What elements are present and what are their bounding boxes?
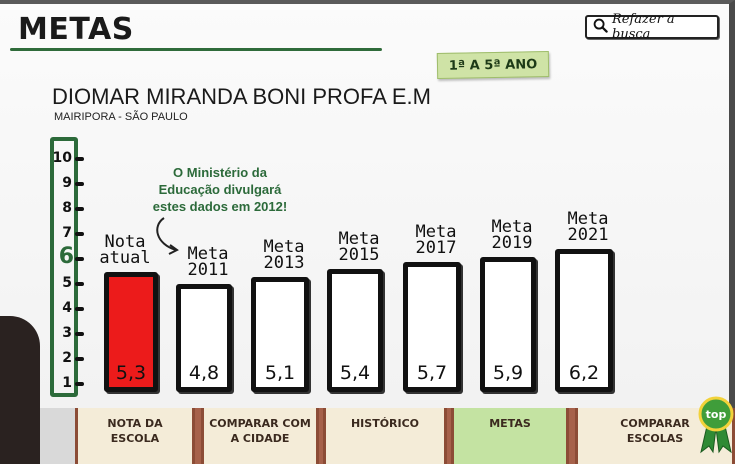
bar-category-label: Meta 2021 <box>567 209 609 245</box>
ruler-label-9: 9 <box>62 175 72 191</box>
ruler-tick <box>75 307 84 311</box>
bar-category-label: Nota atual <box>99 231 151 268</box>
bottom-nav: NOTA DA ESCOLA COMPARAR COM A CIDADE HISTÓ… <box>75 408 735 464</box>
bar-value-label: 5,9 <box>492 362 524 384</box>
nav-tab-metas[interactable]: METAS <box>451 408 569 464</box>
bar-meta-2021 <box>555 249 613 392</box>
ruler-tick <box>75 332 84 336</box>
bar-category-label: Meta 2011 <box>187 244 229 280</box>
ruler-label-2: 2 <box>62 350 72 366</box>
ruler-label-1: 1 <box>62 375 72 391</box>
nav-tab-histórico[interactable]: HISTÓRICO <box>323 408 447 464</box>
ruler-tick <box>75 232 84 236</box>
ruler-tick <box>75 257 84 261</box>
nav-tab-nota-da[interactable]: NOTA DA ESCOLA <box>75 408 195 464</box>
bar-value-label: 6,2 <box>568 362 600 384</box>
nav-tab-comparar[interactable]: COMPARAR ESCOLAS <box>575 408 735 464</box>
ruler-tick <box>75 207 84 211</box>
bar-category-label: Meta 2019 <box>491 216 533 253</box>
bar-nota-atual <box>104 271 158 392</box>
page-title: METAS <box>18 12 134 47</box>
ruler-label-8: 8 <box>62 200 72 216</box>
ruler-label-7: 7 <box>62 225 72 241</box>
bar-value-label: 5,7 <box>416 362 448 384</box>
ruler-label-4: 4 <box>62 300 72 316</box>
bar-value-label: 5,4 <box>339 362 371 384</box>
ministry-note: O Ministério da Educação divulgará estes… <box>152 165 288 214</box>
refazer-busca-button[interactable]: Refazer a busca <box>585 12 719 42</box>
score-ruler <box>50 137 78 397</box>
school-name: DIOMAR MIRANDA BONI PROFA E.M <box>52 84 431 109</box>
presenter-silhouette <box>0 316 40 464</box>
grade-tag: 1ª A 5ª ANO <box>436 51 550 79</box>
bar-meta-2011 <box>176 284 232 392</box>
ruler-tick <box>75 282 84 286</box>
bar-category-label: Meta 2017 <box>415 221 457 258</box>
ruler-tick <box>75 182 84 186</box>
bar-meta-2013 <box>251 276 309 392</box>
bar-meta-2017 <box>403 261 461 392</box>
bar-category-label: Meta 2013 <box>263 236 305 273</box>
school-location: MAIRIPORA - SÃO PAULO <box>54 111 188 123</box>
title-underline <box>10 48 382 51</box>
ruler-label-3: 3 <box>62 325 72 341</box>
bar-value-label: 5,1 <box>264 362 296 384</box>
ruler-label-10: 10 <box>52 150 72 166</box>
search-icon <box>593 18 608 37</box>
bar-meta-2015 <box>327 269 383 392</box>
bar-value-label: 4,8 <box>188 362 220 384</box>
ruler-tick <box>75 357 84 361</box>
top-ribbon-icon[interactable]: top <box>697 396 735 454</box>
bar-meta-2019 <box>480 256 536 392</box>
ruler-tick <box>75 382 84 386</box>
bar-value-label: 5,3 <box>115 362 147 384</box>
ruler-label-5: 5 <box>62 275 72 291</box>
nav-tab-comparar-com[interactable]: COMPARAR COM A CIDADE <box>201 408 319 464</box>
ruler-label-6: 6 <box>58 244 74 269</box>
curved-arrow-icon <box>156 217 179 255</box>
search-button-label: Refazer a busca <box>612 12 675 42</box>
top-badge-label: top <box>706 408 727 421</box>
bar-category-label: Meta 2015 <box>338 229 380 265</box>
ruler-tick <box>75 157 84 161</box>
